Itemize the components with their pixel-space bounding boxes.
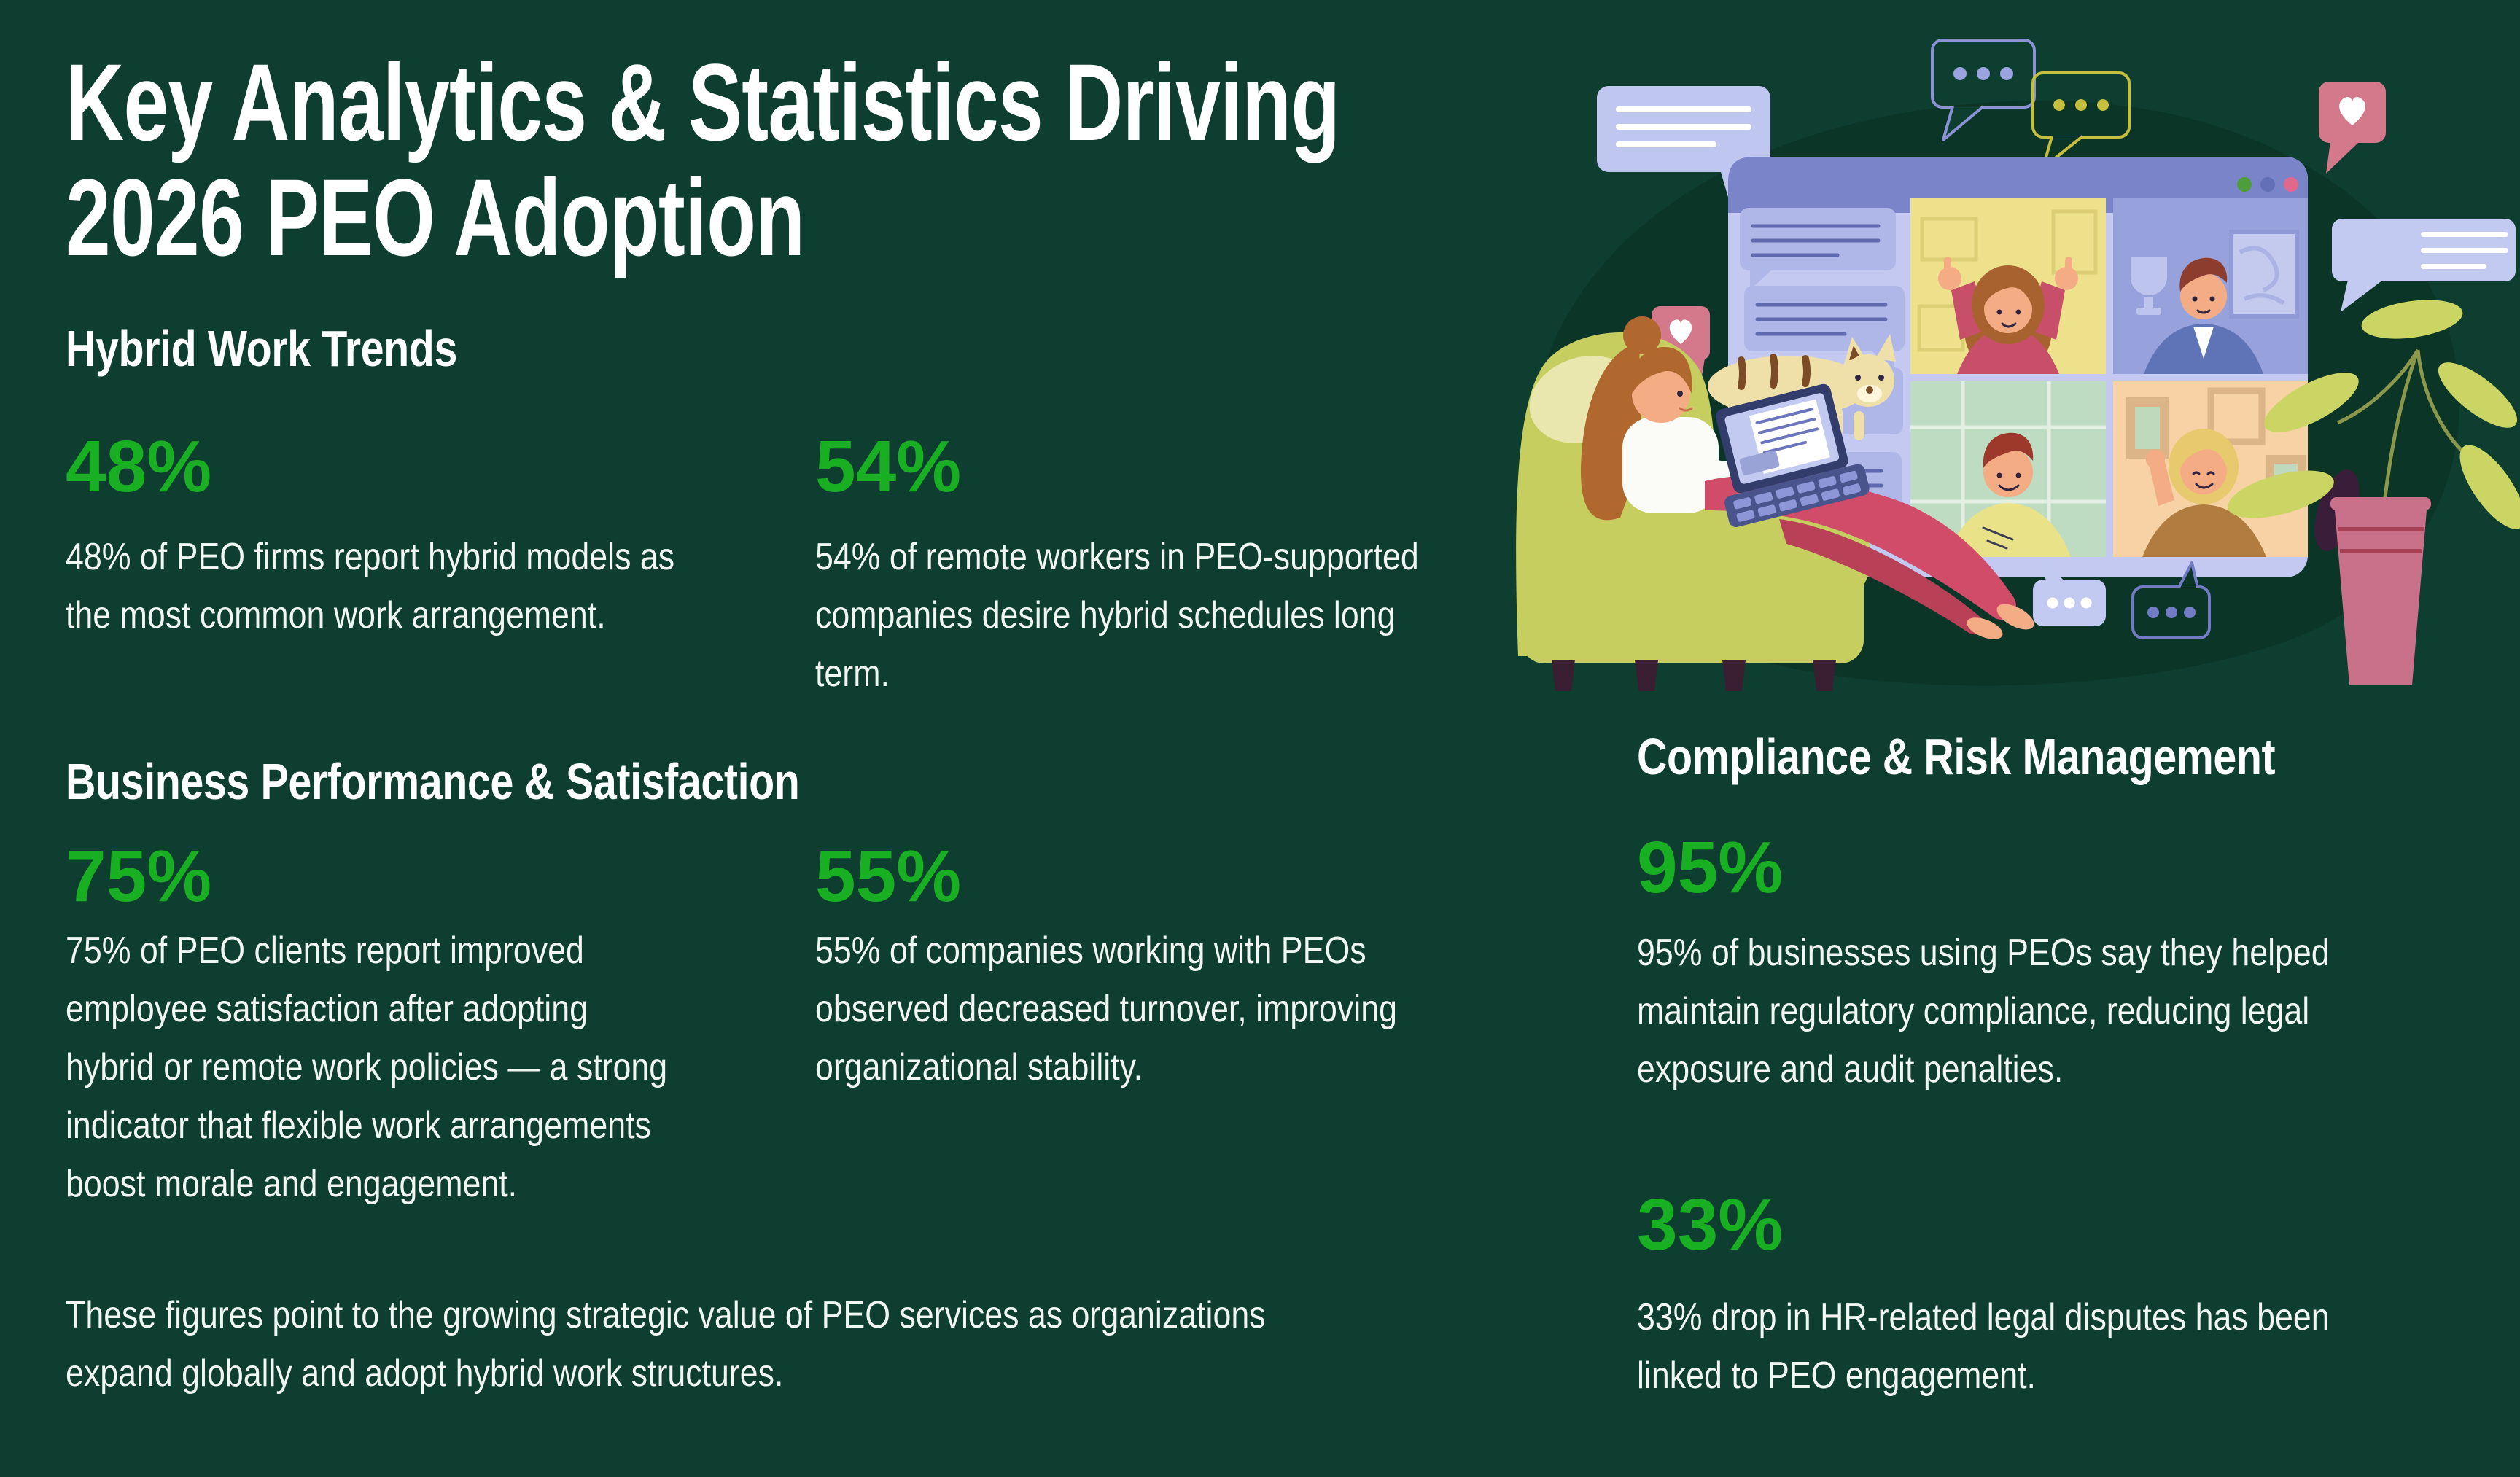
- stat-value-33: 33%: [1637, 1184, 1784, 1266]
- stat-description-48: 48% of PEO firms report hybrid models as…: [66, 536, 675, 637]
- remote-work-illustration: [1516, 39, 2520, 691]
- stat-description-54: 54% of remote workers in PEO-supported c…: [815, 536, 1419, 695]
- stat-description-95: 95% of businesses using PEOs say they he…: [1637, 932, 2330, 1091]
- picture-frame: [2229, 230, 2299, 319]
- stat-value-55: 55%: [815, 835, 962, 917]
- chat-bubble-icon: [2332, 219, 2516, 312]
- stat-value-75: 75%: [66, 835, 212, 917]
- video-participant-man-suit: [2113, 198, 2308, 374]
- browser-window: [1728, 157, 2308, 577]
- section-heading-business-performance: Business Performance & Satisfaction: [66, 753, 800, 810]
- typing-bubble-icon: [1931, 39, 2036, 141]
- typing-bubble-icon: [2033, 557, 2106, 626]
- trophy-icon: [2131, 257, 2167, 315]
- stat-value-54: 54%: [815, 426, 962, 507]
- potted-plant: [2228, 300, 2520, 685]
- stat-description-55: 55% of companies working with PEOs obser…: [815, 930, 1397, 1089]
- window-control-dots: [2237, 177, 2298, 192]
- woman-with-laptop: [1580, 316, 2034, 639]
- laptop: [1716, 383, 1870, 528]
- video-participant-woman-thumbs-up: [1910, 198, 2106, 374]
- stat-value-95: 95%: [1637, 827, 1784, 908]
- stat-description-33: 33% drop in HR-related legal disputes ha…: [1637, 1296, 2330, 1398]
- stat-value-48: 48%: [66, 426, 212, 507]
- section-heading-hybrid-work-trends: Hybrid Work Trends: [66, 320, 457, 377]
- typing-bubble-icon: [2131, 561, 2211, 639]
- heart-bubble-icon: [2319, 82, 2386, 174]
- page-title: Key Analytics & Statistics Driving 2026 …: [66, 41, 1340, 278]
- footer-summary-text: These figures point to the growing strat…: [66, 1294, 1266, 1395]
- video-participant-woman-blonde: [2113, 381, 2308, 557]
- stat-description-75: 75% of PEO clients report improved emplo…: [66, 930, 668, 1206]
- section-heading-compliance-risk: Compliance & Risk Management: [1637, 728, 2276, 785]
